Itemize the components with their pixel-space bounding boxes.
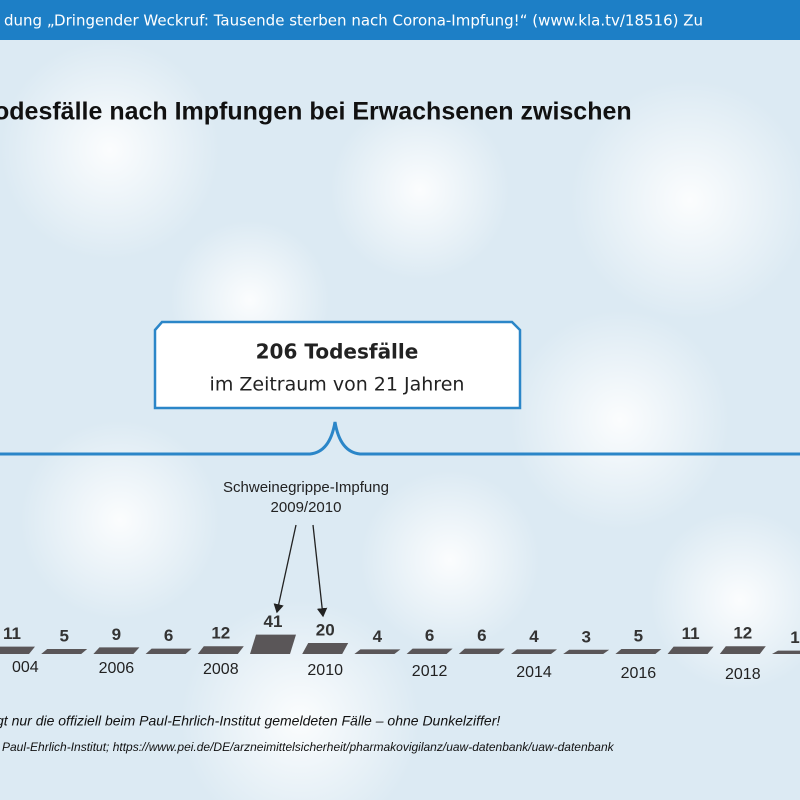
- bar: [719, 646, 766, 654]
- value-label: 4: [373, 627, 383, 646]
- bar: [302, 643, 349, 654]
- arrow: [273, 524, 297, 614]
- bar: [511, 649, 557, 654]
- x-tick-label: 004: [12, 659, 39, 676]
- bar: [615, 649, 662, 654]
- footnote: Paul-Ehrlich-Institut; https://www.pei.d…: [2, 740, 615, 754]
- bar: [354, 649, 401, 654]
- value-label: 3: [581, 627, 590, 646]
- value-label: 41: [264, 612, 283, 631]
- footnote: gt nur die offiziell beim Paul-Ehrlich-I…: [0, 713, 500, 729]
- value-label: 6: [477, 626, 486, 645]
- bar: [93, 647, 140, 654]
- arrow: [312, 524, 328, 618]
- value-label: 11: [3, 624, 21, 643]
- x-tick-label: 2018: [725, 666, 761, 683]
- annotation: 2009/2010: [271, 499, 342, 516]
- callout-headline: 206 Todesfälle: [256, 340, 419, 364]
- value-label: 12: [733, 624, 752, 643]
- value-label: 5: [634, 626, 643, 645]
- bar: [563, 649, 610, 654]
- x-tick-label: 2012: [412, 663, 448, 680]
- bar: [0, 646, 35, 654]
- bar: [406, 648, 453, 654]
- x-tick-label: 2010: [307, 662, 343, 679]
- bar: [145, 648, 192, 654]
- annotation: Schweinegrippe-Impfung: [223, 479, 389, 496]
- brace: [0, 421, 800, 456]
- bar: [41, 649, 88, 654]
- x-tick-label: 2006: [99, 660, 135, 677]
- value-label: 5: [59, 626, 68, 645]
- x-tick-label: 2014: [516, 664, 552, 681]
- value-label: 11: [682, 624, 700, 643]
- value-label: 12: [211, 624, 230, 643]
- bar: [667, 646, 714, 654]
- x-tick-label: 2008: [203, 661, 239, 678]
- x-tick-label: 2016: [621, 665, 657, 682]
- chart-title: odesfälle nach Impfungen bei Erwachsenen…: [0, 98, 632, 126]
- value-label: 1: [790, 628, 799, 647]
- header-text: dung „Dringender Weckruf: Tausende sterb…: [4, 12, 703, 30]
- header-bar: [0, 0, 800, 40]
- value-label: 6: [164, 626, 173, 645]
- callout-box: [153, 320, 522, 410]
- bar: [197, 646, 244, 654]
- value-label: 9: [112, 625, 121, 644]
- bar: [458, 648, 505, 654]
- value-label: 4: [529, 627, 539, 646]
- callout-text: im Zeitraum von 21 Jahren: [210, 374, 465, 396]
- bar: [772, 650, 800, 654]
- value-label: 6: [425, 626, 434, 645]
- bar: [250, 634, 296, 654]
- bokeh: [0, 40, 800, 800]
- value-label: 20: [316, 620, 335, 639]
